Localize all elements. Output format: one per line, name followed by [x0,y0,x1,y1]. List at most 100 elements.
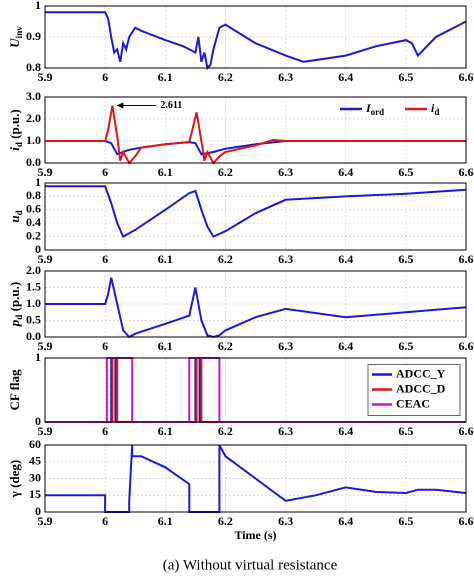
y-tick-label: 30 [29,470,41,484]
x-tick-label: 6.6 [459,424,474,438]
y-tick-label: 1 [35,350,41,364]
legend-label: id [431,101,439,117]
x-tick-label: 6.3 [278,514,293,528]
y-tick-label: 45 [29,454,41,468]
line-series [45,185,467,239]
y-tick-label: 1 [35,0,41,12]
x-tick-label: 6.1 [158,252,173,266]
y-tick-label: 15 [29,487,41,501]
y-tick-label: 2.0 [26,111,41,125]
plot-frame [44,96,467,164]
label-part: d [14,315,24,320]
x-tick-label: 5.9 [38,424,53,438]
x-tick-label: 6.4 [338,339,353,353]
legend-name: I [365,101,372,115]
legend-label: CEAC [396,396,430,410]
x-tick-label: 6.5 [398,70,413,84]
line-series [45,140,466,156]
x-tick-label: 6.1 [158,339,173,353]
y-tick-label: 0.4 [26,215,41,229]
plot-frame [44,357,467,423]
label-part: (p.u.) [7,282,22,315]
x-tick-label: 5.9 [38,514,53,528]
x-tick-label: 6.2 [218,252,233,266]
y-tick-label: 0.5 [26,312,41,326]
y-tick-label: 0.9 [26,29,41,43]
y-tick-label: 3.0 [26,89,41,103]
legend-label: Iord [365,101,384,117]
x-tick-label: 6.4 [338,70,353,84]
x-tick-label: 6.6 [459,165,474,179]
line-series [45,105,466,165]
x-tick-label: 6.2 [218,514,233,528]
y-tick-label: 1.5 [26,279,41,293]
x-tick-label: 6.2 [218,165,233,179]
x-tick-label: 6.5 [398,252,413,266]
x-tick-label: 6.6 [459,514,474,528]
caption: (a) Without virtual resistance [163,557,338,573]
label-part: inv [14,26,24,39]
x-tick-label: 6 [102,514,108,528]
x-tick-label: 6.2 [218,424,233,438]
plot-frame [44,182,467,251]
x-tick-label: 6.1 [158,165,173,179]
plot-frame [44,5,467,69]
legend-sub: d [434,107,439,117]
x-tick-label: 6.5 [398,339,413,353]
x-tick-label: 6 [102,165,108,179]
y-tick-label: 60 [29,437,41,451]
y-tick-label: 0 [35,242,41,256]
label-part: γ (deg) [7,460,22,499]
plot-frame [44,444,467,513]
y-tick-label: 0 [35,414,41,428]
x-tick-label: 6.2 [218,70,233,84]
y-tick-label: 0.6 [26,202,41,216]
legend-label: ADCC_Y [396,366,446,380]
x-tick-label: 6 [102,424,108,438]
x-tick-label: 6.1 [158,514,173,528]
x-tick-label: 6.6 [459,70,474,84]
x-tick-label: 6.4 [338,252,353,266]
x-tick-label: 6.1 [158,424,173,438]
x-tick-label: 5.9 [38,70,53,84]
y-tick-label: 0 [35,504,41,518]
x-tick-label: 6.4 [338,514,353,528]
annotation: 2.611 [160,100,182,111]
x-tick-label: 6.2 [218,339,233,353]
x-tick-label: 6.4 [338,424,353,438]
x-tick-label: 6.5 [398,424,413,438]
x-tick-label: 5.9 [38,252,53,266]
label-part: p [7,319,22,327]
y-tick-label: 1.0 [26,296,41,310]
y-tick-label: 1 [35,175,41,189]
line-series [45,11,467,71]
x-tick-label: 6.3 [278,70,293,84]
x-tick-label: 6.6 [459,339,474,353]
x-tick-label: 6.3 [278,165,293,179]
legend-sub: ord [371,107,385,117]
x-tick-label: 6 [102,70,108,84]
label-part: u [7,215,22,222]
label-part: d [14,142,24,147]
x-tick-label: 6.5 [398,165,413,179]
label-part: U [7,38,22,48]
legend-name: i [431,101,435,115]
y-axis-label: pd (p.u.) [7,282,24,327]
x-tick-label: 6.3 [278,339,293,353]
line-series [45,277,467,339]
x-tick-label: 6 [102,339,108,353]
y-axis-label: id (p.u.) [7,109,24,151]
y-tick-label: 1.0 [26,133,41,147]
legend-label: ADCC_D [396,381,446,395]
y-tick-label: 0.0 [26,155,41,169]
y-axis-label: CF flag [7,369,22,411]
y-axis-label: Uinv [7,26,24,48]
y-tick-label: 0.2 [26,228,41,242]
y-axis-label: ud [7,210,24,222]
x-tick-label: 6.3 [278,252,293,266]
x-tick-label: 6.6 [459,252,474,266]
label-part: i [7,147,22,151]
x-tick-label: 6.4 [338,165,353,179]
x-tick-label: 6.5 [398,514,413,528]
